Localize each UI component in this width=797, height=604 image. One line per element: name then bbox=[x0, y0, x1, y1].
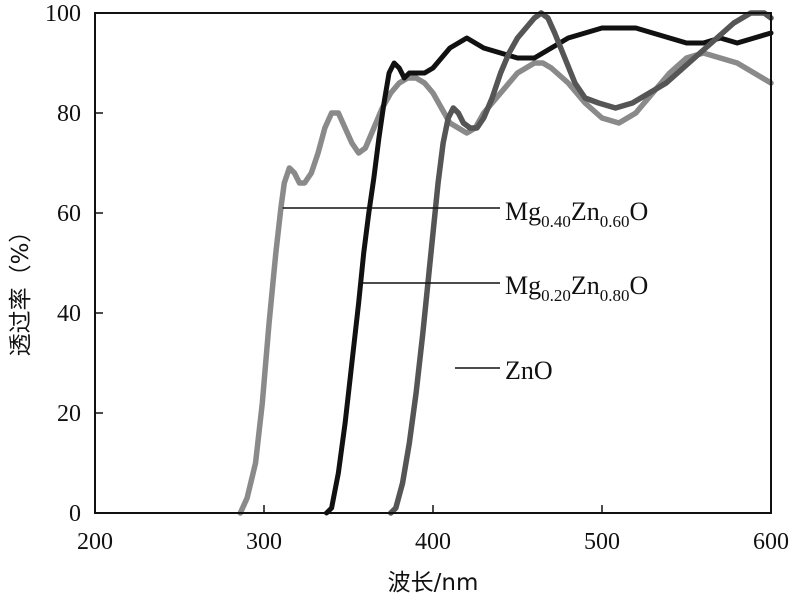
x-tick-label-500: 500 bbox=[584, 529, 620, 555]
x-tick-label-200: 200 bbox=[77, 529, 113, 555]
x-axis-title: 波长/nm bbox=[388, 570, 479, 596]
y-tick-label-0: 0 bbox=[69, 501, 81, 527]
x-tick-label-300: 300 bbox=[246, 529, 282, 555]
series-label-mg020: Mg0.20Zn0.80O bbox=[505, 271, 648, 305]
y-ticks: 0 20 40 60 80 100 bbox=[45, 1, 103, 527]
series-line-2 bbox=[388, 10, 774, 516]
leader-lines bbox=[282, 207, 500, 369]
x-tick-label-600: 600 bbox=[753, 529, 789, 555]
plot-lines bbox=[237, 10, 774, 516]
y-axis-title: 透过率（%） bbox=[8, 220, 34, 357]
series-line-1 bbox=[324, 25, 774, 516]
y-tick-label-100: 100 bbox=[45, 1, 81, 27]
series-line-0 bbox=[237, 50, 774, 516]
series-label-zno: ZnO bbox=[505, 356, 553, 385]
x-tick-label-400: 400 bbox=[415, 529, 451, 555]
y-tick-label-40: 40 bbox=[57, 301, 81, 327]
x-ticks: 200 300 400 500 600 bbox=[77, 505, 789, 555]
y-tick-label-60: 60 bbox=[57, 201, 81, 227]
y-tick-label-80: 80 bbox=[57, 101, 81, 127]
y-tick-label-20: 20 bbox=[57, 401, 81, 427]
series-labels: Mg0.40Zn0.60O Mg0.20Zn0.80O ZnO bbox=[505, 197, 648, 385]
series-label-mg040: Mg0.40Zn0.60O bbox=[505, 197, 648, 231]
plot-frame bbox=[94, 12, 772, 514]
